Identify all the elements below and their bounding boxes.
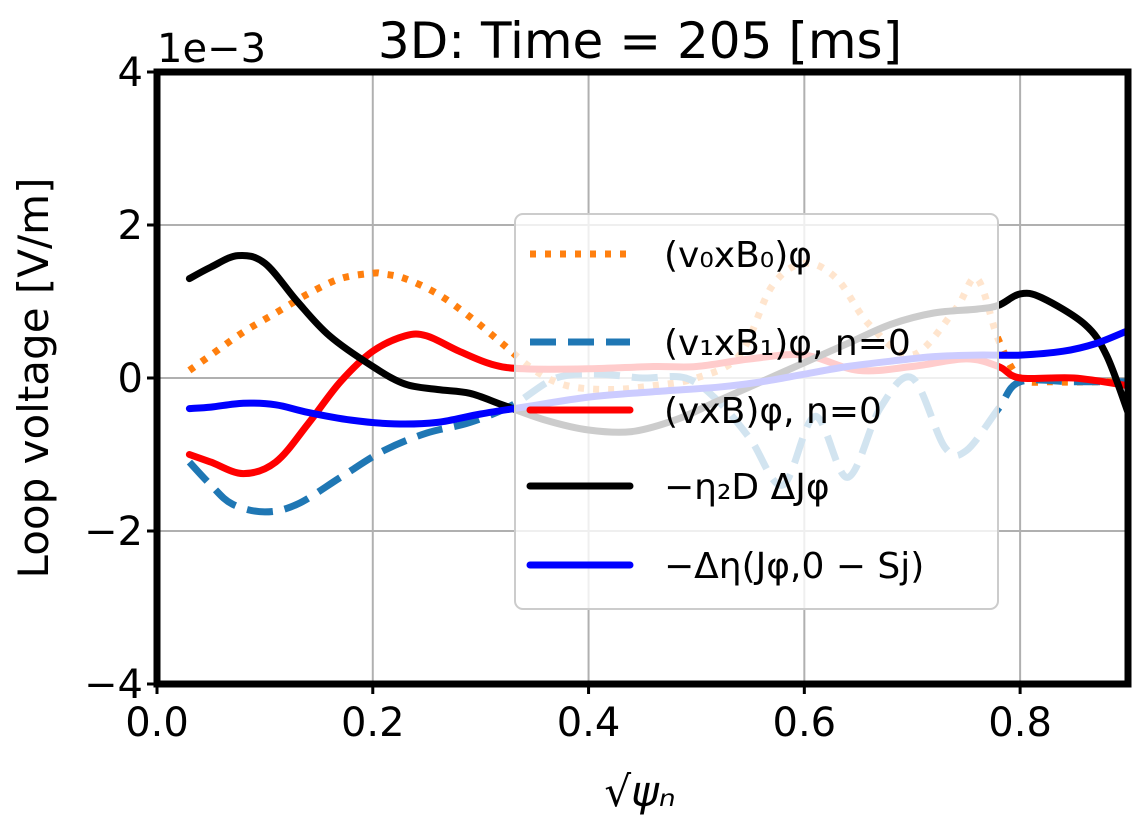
x-tick-label: 0.0: [125, 700, 189, 746]
y-tick-label: 2: [118, 203, 143, 249]
chart-title: 3D: Time = 205 [ms]: [378, 12, 902, 70]
legend-label-2: (v₁xB₁)φ, n=0: [664, 323, 911, 364]
x-axis-label: √ψₙ: [604, 767, 675, 816]
y-scale-label: 1e−3: [157, 26, 266, 72]
y-tick-label: −2: [84, 509, 143, 555]
x-tick-label: 0.8: [988, 700, 1052, 746]
legend-label-5: −Δη(Jφ,0 − Sj): [664, 546, 924, 587]
x-tick-label: 0.4: [557, 700, 621, 746]
legend-label-3: (vxB)φ, n=0: [664, 391, 882, 432]
y-axis-label: Loop voltage [V/m]: [9, 178, 58, 579]
legend-box: [514, 213, 999, 610]
y-tick-label: 4: [118, 50, 143, 96]
x-tick-label: 0.6: [773, 700, 837, 746]
y-tick-label: 0: [118, 356, 143, 402]
legend: (v₀xB₀)φ (v₁xB₁)φ, n=0 (vxB)φ, n=0 −η₂D ΔJφ…: [514, 213, 999, 610]
y-tick-label: −4: [84, 662, 143, 708]
ticks: 0.0 0.2 0.4 0.6 0.8 −4 −2 0 2 4: [84, 50, 1052, 746]
legend-label-1: (v₀xB₀)φ: [664, 235, 812, 276]
x-tick-label: 0.2: [341, 700, 405, 746]
legend-label-4: −η₂D ΔJφ: [664, 467, 830, 508]
